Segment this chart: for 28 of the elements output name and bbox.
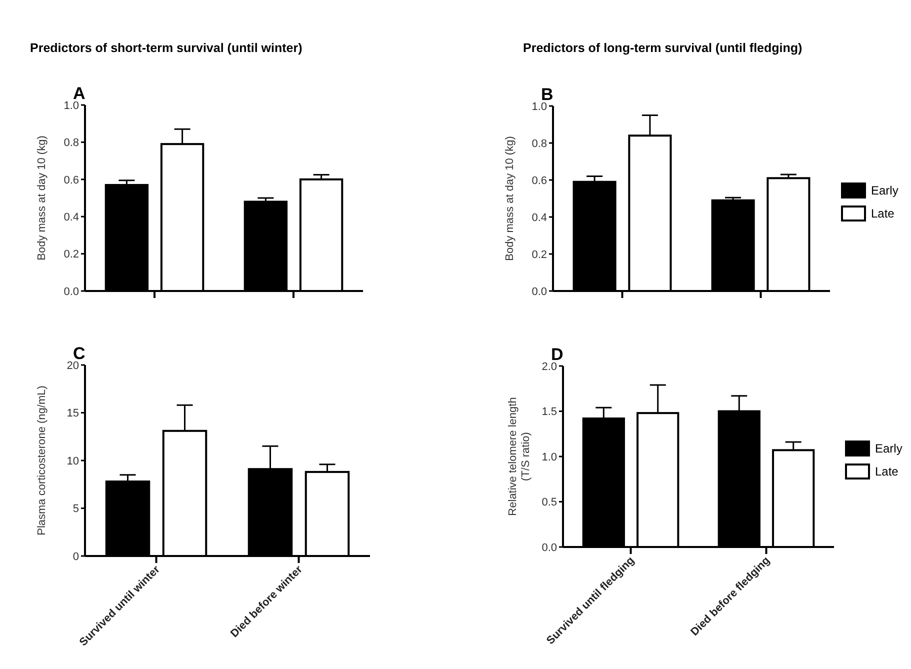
y-tick-label: 0 xyxy=(72,550,79,563)
y-tick-label: 10 xyxy=(66,455,79,468)
y-tick-label: 0.0 xyxy=(64,286,79,298)
y-tick-label: 1.5 xyxy=(542,406,557,418)
y-tick-label: 5 xyxy=(72,503,79,516)
y-tick-label: 0.8 xyxy=(64,137,79,150)
legend-label: Early xyxy=(871,184,898,198)
y-tick-label: 0.6 xyxy=(532,174,547,187)
y-axis-title: Body mass at day 10 (kg) xyxy=(36,136,48,260)
y-tick-label: 0.0 xyxy=(542,542,557,554)
y-tick-label: 0.2 xyxy=(64,248,79,261)
legend-label: Early xyxy=(875,442,902,456)
y-tick-label: 1.0 xyxy=(542,451,557,464)
y-tick-label: 0.5 xyxy=(542,496,557,509)
y-tick-label: 0.2 xyxy=(532,248,547,261)
y-tick-label: 0.4 xyxy=(64,211,79,224)
y-tick-label: 0.8 xyxy=(532,138,547,150)
y-tick-label: 0.6 xyxy=(64,174,79,186)
y-axis-title: Relative telomere length (T/S ratio) xyxy=(507,397,532,516)
chart-title: Predictors of short-term survival (until winter) xyxy=(30,41,302,55)
y-tick-label: 0.0 xyxy=(532,286,547,298)
y-tick-label: 0.4 xyxy=(532,212,547,224)
chart-title: Predictors of long-term survival (until fledging) xyxy=(523,41,802,55)
y-axis-title: Plasma corticosterone (ng/mL) xyxy=(36,386,48,536)
y-tick-label: 15 xyxy=(66,408,79,420)
legend-label: Late xyxy=(871,206,895,221)
legend-label: Late xyxy=(875,464,899,479)
y-axis-title: Body mass at day 10 (kg) xyxy=(504,136,516,261)
